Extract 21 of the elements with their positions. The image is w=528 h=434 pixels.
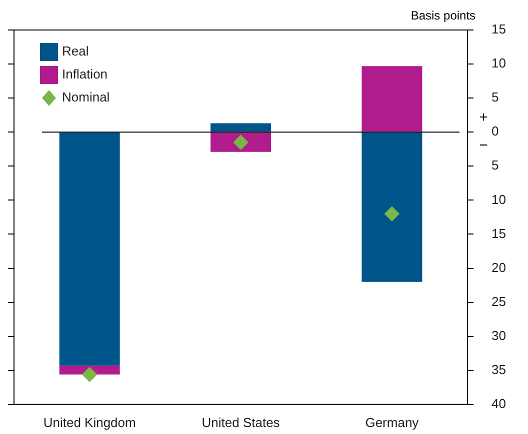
y-tick-label: 0	[492, 124, 499, 139]
y-tick-label: 10	[492, 56, 506, 71]
y-axis-title: Basis points	[410, 8, 476, 22]
y-tick-label: 40	[492, 396, 506, 411]
x-tick-label: Germany	[365, 414, 420, 430]
legend-label: Inflation	[62, 66, 108, 82]
text: +	[479, 109, 488, 126]
y-tick-label: 15	[492, 226, 506, 241]
y-tick-label: 20	[492, 260, 506, 275]
y-tick-label: 15	[492, 22, 506, 37]
legend-label: Real	[62, 44, 89, 59]
x-tick-label: United States	[202, 414, 280, 430]
y-tick-label: 10	[492, 192, 506, 207]
text: −	[479, 137, 488, 154]
y-tick-label: 25	[492, 294, 506, 309]
y-tick-label: 5	[492, 90, 499, 105]
y-tick-label: 35	[492, 362, 506, 377]
y-tick-label: 5	[492, 158, 499, 173]
legend-label: Nominal	[62, 90, 110, 105]
x-tick-label: United Kingdom	[43, 414, 136, 430]
y-tick-label: 30	[492, 328, 506, 343]
